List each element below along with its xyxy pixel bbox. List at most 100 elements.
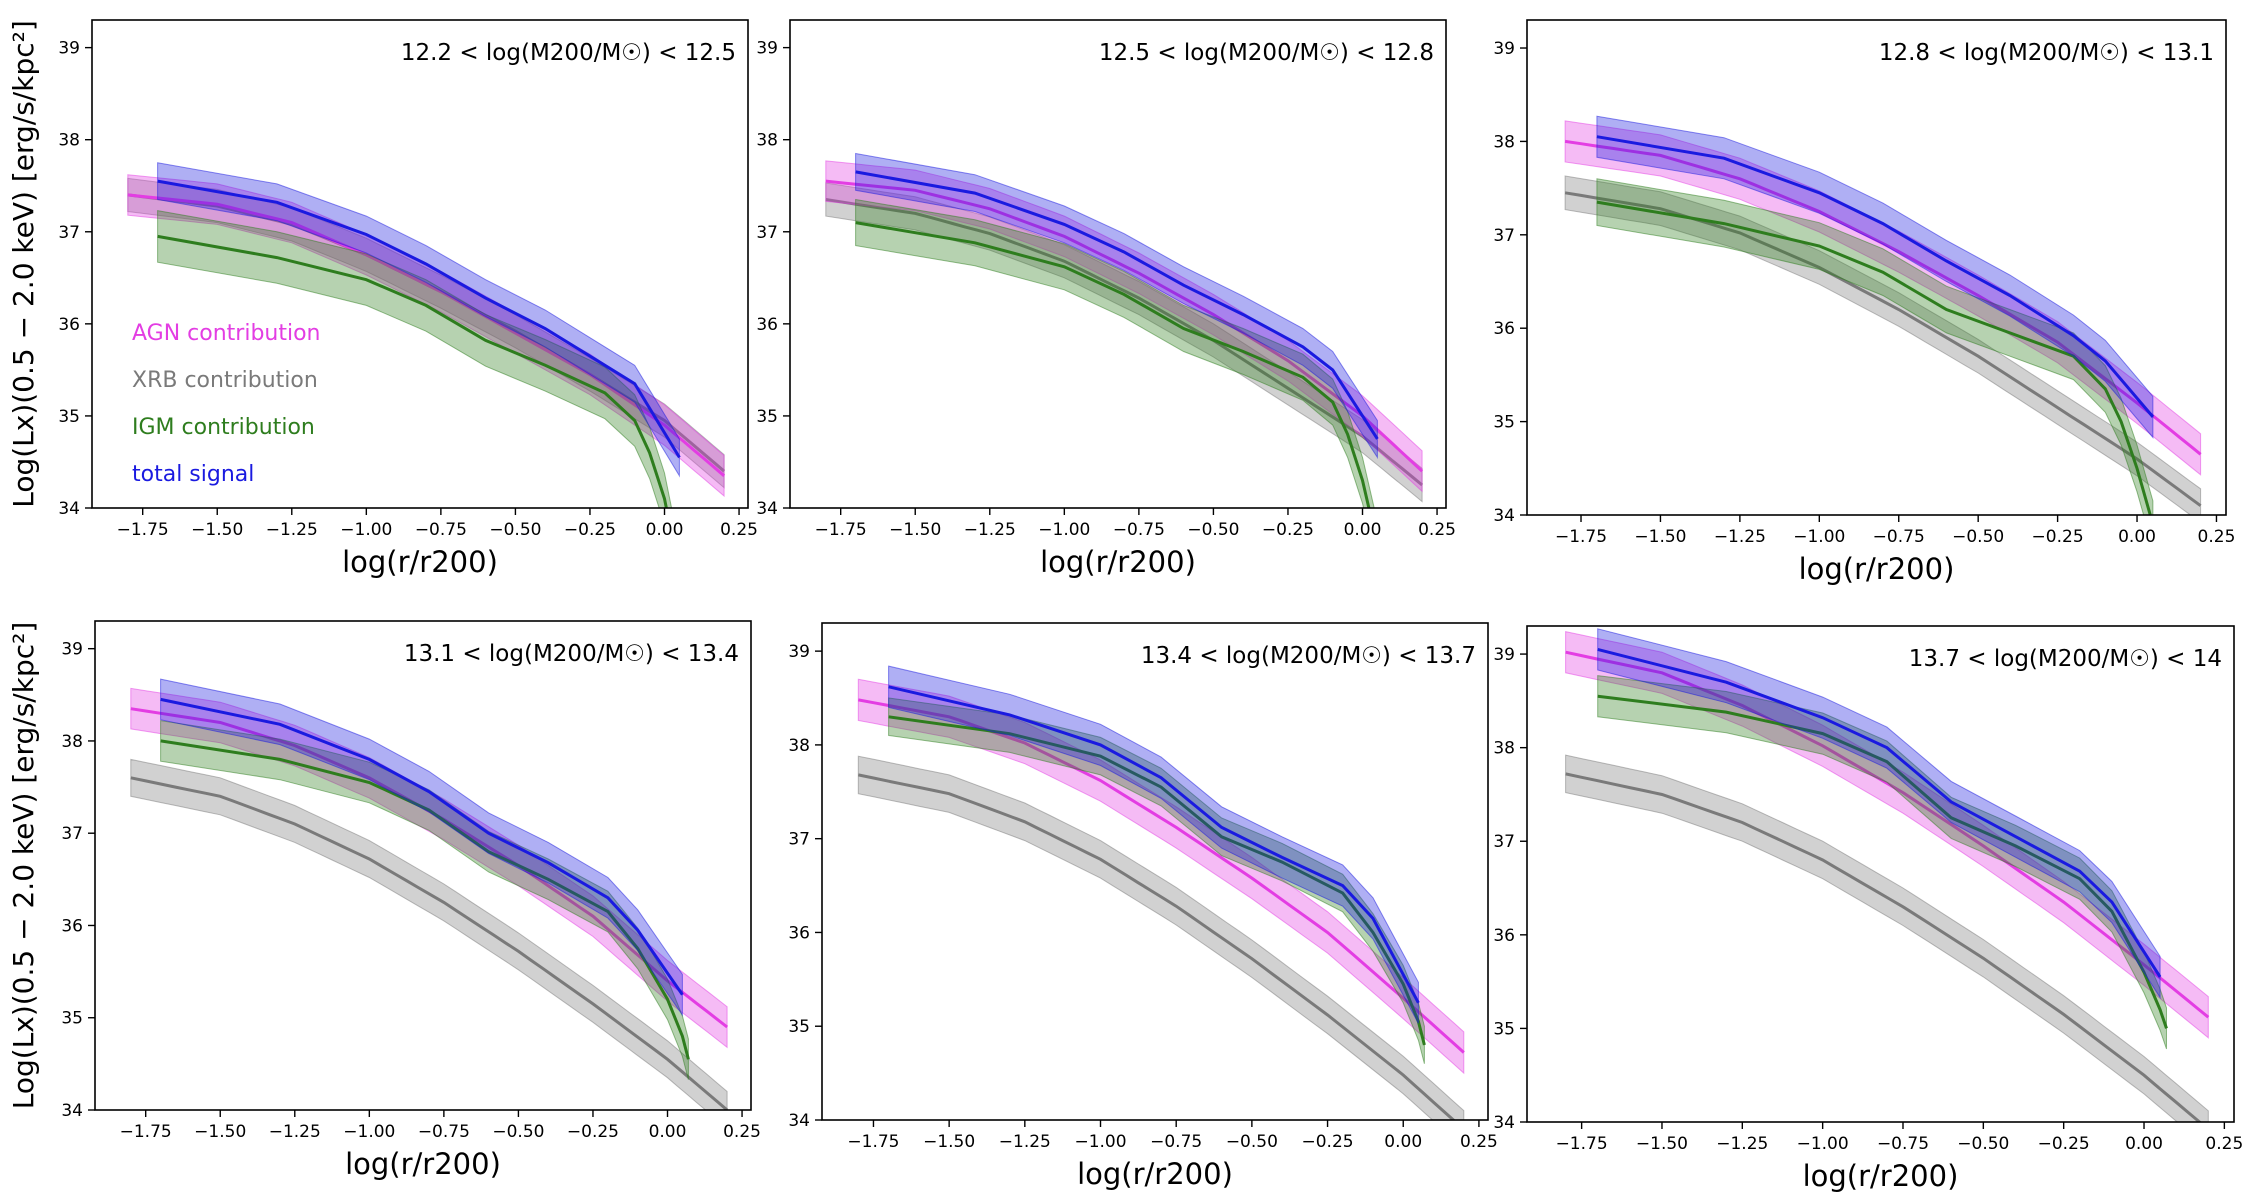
x-tick-label: −0.25 <box>2038 1134 2090 1154</box>
x-tick-label: 0.00 <box>649 1122 687 1142</box>
x-tick-label: 0.00 <box>1384 1132 1422 1152</box>
x-tick-label: −0.50 <box>1187 520 1239 540</box>
x-tick-label: −0.25 <box>567 1122 619 1142</box>
band-agn <box>1564 120 2202 476</box>
y-tick-label: 38 <box>1493 739 1515 759</box>
y-tick-label: 39 <box>1493 39 1515 59</box>
x-tick-label: 0.25 <box>2205 1134 2243 1154</box>
y-tick-label: 36 <box>756 315 778 335</box>
y-tick-label: 38 <box>61 732 83 752</box>
x-tick-label: −1.25 <box>999 1132 1051 1152</box>
x-tick-label: −1.25 <box>1714 527 1766 547</box>
panel-title: 12.2 < log(M200/M☉) < 12.5 <box>401 40 736 66</box>
plot-area <box>130 678 729 1110</box>
line-xrb <box>130 776 729 1110</box>
x-tick-label: 0.25 <box>2198 527 2236 547</box>
x-tick-label: −1.25 <box>266 520 318 540</box>
x-tick-label: −0.50 <box>1952 527 2004 547</box>
x-tick-label: −0.75 <box>1150 1132 1202 1152</box>
x-tick-label: −0.25 <box>564 520 616 540</box>
x-tick-label: −1.25 <box>964 520 1016 540</box>
x-tick-label: −0.75 <box>1877 1134 1929 1154</box>
line-igm <box>855 221 1371 508</box>
plot-area <box>825 152 1424 508</box>
x-tick-label: −0.50 <box>1226 1132 1278 1152</box>
x-tick-label: −1.00 <box>1793 527 1845 547</box>
y-tick-label: 39 <box>58 39 80 59</box>
y-tick-label: 37 <box>788 830 810 850</box>
y-tick-label: 35 <box>1493 413 1515 433</box>
x-tick-label: 0.00 <box>646 520 684 540</box>
x-tick-label: −1.75 <box>815 520 867 540</box>
y-tick-label: 35 <box>788 1017 810 1037</box>
band-total <box>157 162 680 478</box>
band-total <box>855 152 1378 460</box>
x-tick-label: −1.25 <box>1716 1134 1768 1154</box>
line-igm <box>888 715 1426 1046</box>
x-tick-label: −1.50 <box>1634 527 1686 547</box>
x-tick-label: −1.00 <box>343 1122 395 1142</box>
x-tick-label: −1.75 <box>1555 527 1607 547</box>
y-tick-label: 37 <box>756 223 778 243</box>
x-tick-label: −1.00 <box>1038 520 1090 540</box>
x-axis-title: log(r/r200) <box>342 545 498 579</box>
x-tick-label: −1.00 <box>1797 1134 1849 1154</box>
x-tick-label: 0.25 <box>1418 520 1456 540</box>
y-tick-label: 37 <box>61 824 83 844</box>
x-tick-label: −1.50 <box>1636 1134 1688 1154</box>
legend-item-igm: IGM contribution <box>132 415 315 440</box>
band-total <box>1597 628 2161 1000</box>
line-agn <box>1565 650 2210 1019</box>
panel-4: −1.75 −1.50 −1.25 −1.00 −0.75 −0.50 −0.25 0.00 0… <box>7 620 761 1181</box>
x-tick-label: −1.00 <box>1074 1132 1126 1152</box>
y-tick-label: 36 <box>1493 926 1515 946</box>
line-xrb <box>825 198 1424 487</box>
line-xrb <box>858 773 1456 1120</box>
x-tick-label: −0.75 <box>1113 520 1165 540</box>
line-agn <box>127 193 726 477</box>
plot-frame <box>789 19 1447 509</box>
line-total <box>888 685 1420 1004</box>
x-tick-label: −0.75 <box>415 520 467 540</box>
x-tick-label: −1.75 <box>847 1132 899 1152</box>
x-tick-label: −0.50 <box>1957 1134 2009 1154</box>
x-tick-label: −0.75 <box>1873 527 1925 547</box>
y-tick-label: 38 <box>756 131 778 151</box>
x-axis-title: log(r/r200) <box>1803 1159 1959 1193</box>
x-tick-label: −0.75 <box>418 1122 470 1142</box>
y-tick-label: 36 <box>61 916 83 936</box>
x-tick-label: −1.75 <box>117 520 169 540</box>
plot-area <box>857 665 1465 1120</box>
line-xrb <box>1565 772 2202 1122</box>
x-tick-label: 0.25 <box>720 520 758 540</box>
x-tick-label: −0.25 <box>2032 527 2084 547</box>
panel-2: −1.75 −1.50 −1.25 −1.00 −0.75 −0.50 −0.25 0.00 0… <box>756 19 1456 579</box>
y-tick-label: 34 <box>1493 506 1515 526</box>
x-tick-label: −1.25 <box>269 1122 321 1142</box>
y-tick-label: 39 <box>1493 645 1515 665</box>
legend-item-total: total signal <box>132 462 254 487</box>
y-tick-label: 34 <box>788 1111 810 1131</box>
plot-frame <box>1526 19 2227 516</box>
line-agn <box>858 698 1465 1054</box>
line-total <box>855 170 1379 440</box>
x-axis-title: log(r/r200) <box>1077 1157 1233 1191</box>
y-tick-label: 35 <box>1493 1019 1515 1039</box>
legend-item-agn: AGN contribution <box>132 321 321 346</box>
x-tick-label: −0.25 <box>1301 1132 1353 1152</box>
band-igm <box>160 720 689 1080</box>
y-tick-label: 35 <box>61 1009 83 1029</box>
x-tick-label: 0.00 <box>2118 527 2156 547</box>
line-total <box>1597 647 2162 978</box>
band-xrb <box>857 755 1465 1120</box>
band-igm <box>1597 675 2167 1050</box>
band-agn <box>1565 630 2209 1039</box>
y-tick-label: 39 <box>756 39 778 59</box>
panel-title: 12.8 < log(M200/M☉) < 13.1 <box>1879 40 2214 66</box>
panel-5: −1.75 −1.50 −1.25 −1.00 −0.75 −0.50 −0.25 0.00 0… <box>788 622 1498 1191</box>
band-total <box>888 665 1419 1024</box>
plot-area <box>1565 628 2210 1122</box>
band-total <box>1596 115 2154 439</box>
y-tick-label: 37 <box>58 223 80 243</box>
plot-area <box>1564 115 2202 515</box>
